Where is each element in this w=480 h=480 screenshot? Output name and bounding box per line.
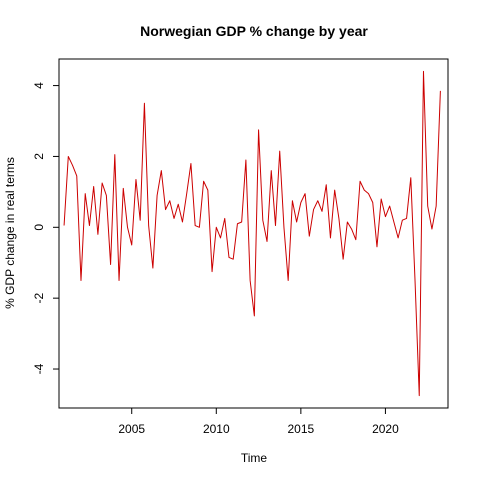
plot-frame — [58, 58, 449, 409]
chart-title: Norwegian GDP % change by year — [140, 23, 368, 39]
x-axis-label: Time — [241, 451, 268, 465]
x-tick-label: 2010 — [203, 422, 230, 436]
y-axis: -4 -2 0 2 4 — [32, 82, 59, 374]
series-layer — [63, 70, 441, 397]
y-tick-label: 4 — [32, 82, 46, 89]
y-tick-label: 2 — [32, 153, 46, 160]
series-line — [63, 70, 441, 397]
y-tick-label: -2 — [32, 293, 46, 304]
y-tick-label: 0 — [32, 224, 46, 231]
x-tick-label: 2020 — [372, 422, 399, 436]
x-tick-label: 2015 — [288, 422, 315, 436]
y-axis-label: % GDP change in real terms — [3, 157, 17, 309]
x-tick-label: 2005 — [118, 422, 145, 436]
y-tick-label: -4 — [32, 363, 46, 374]
x-axis: 2005 2010 2015 2020 — [118, 408, 399, 436]
